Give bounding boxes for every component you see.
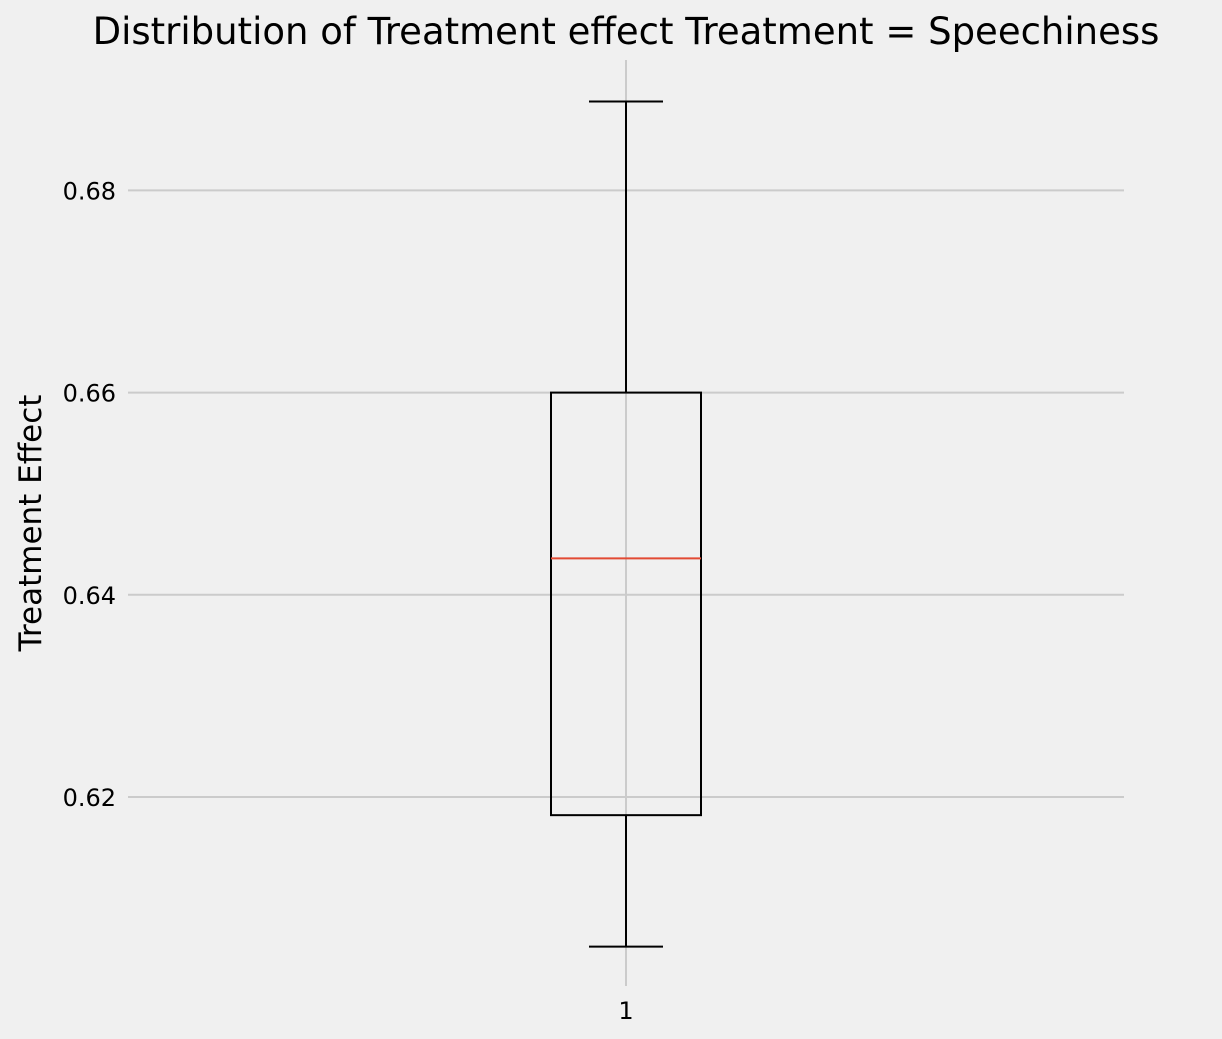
y-axis-label: Treatment Effect bbox=[13, 395, 49, 653]
chart-title: Distribution of Treatment effect Treatme… bbox=[93, 10, 1160, 53]
box-layer bbox=[550, 100, 702, 948]
y-tick-label: 0.68 bbox=[63, 177, 116, 205]
y-tick-label: 0.62 bbox=[63, 784, 116, 812]
y-tick-label: 0.64 bbox=[63, 582, 116, 610]
tick-layer: 0.62 0.64 0.66 0.68 1 bbox=[63, 177, 634, 1025]
x-tick-label: 1 bbox=[618, 997, 633, 1025]
iqr-box bbox=[550, 391, 702, 817]
y-tick-label: 0.66 bbox=[63, 380, 116, 408]
